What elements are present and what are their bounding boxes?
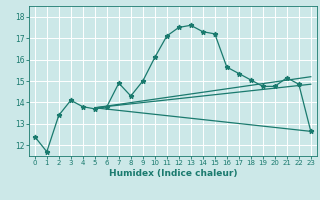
- X-axis label: Humidex (Indice chaleur): Humidex (Indice chaleur): [108, 169, 237, 178]
